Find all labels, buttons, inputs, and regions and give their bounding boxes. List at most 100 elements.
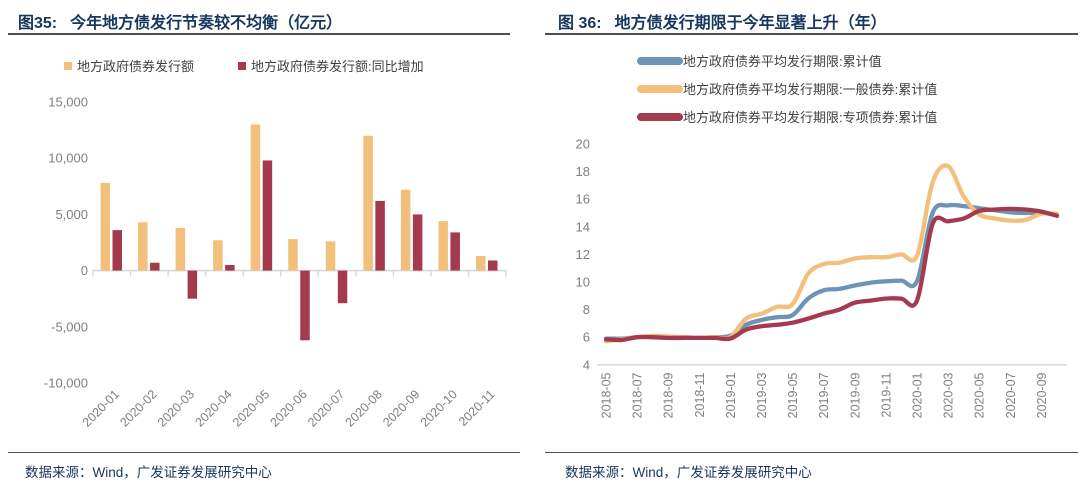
y-axis-label: 20 xyxy=(576,137,590,152)
x-axis-label: 2018-09 xyxy=(662,372,676,418)
bar-yoy-change xyxy=(225,264,235,271)
y-axis-label: 4 xyxy=(583,357,590,372)
bar-yoy-change xyxy=(150,262,160,271)
series-line-special-bonds xyxy=(603,206,1060,343)
bar-yoy-change xyxy=(300,270,310,341)
bar-issuance xyxy=(325,241,336,271)
x-axis-label: 2020-01 xyxy=(911,372,925,418)
figure-35-panel: 图35: 今年地方债发行节奏较不均衡（亿元） 地方政府债券发行额 地方政府债券发行额… xyxy=(8,9,520,480)
y-axis-label: 14 xyxy=(576,219,590,234)
source-divider xyxy=(8,452,520,453)
legend-label: 地方政府债券平均发行期限:一般债券:累计值 xyxy=(683,82,938,97)
bar-issuance xyxy=(138,222,148,271)
x-axis-label: 2020-09 xyxy=(1035,372,1049,418)
y-axis-label: -5,000 xyxy=(51,319,88,334)
x-axis-label: 2019-11 xyxy=(879,372,893,417)
bar-yoy-change xyxy=(187,270,198,299)
figure-36-panel: 图 36: 地方债发行期限于今年显著上升（年） 地方政府债券平均发行期限:累计值地… xyxy=(540,0,1080,490)
figure-35-label: 图35: xyxy=(18,15,58,32)
bar-yoy-change xyxy=(450,232,460,271)
y-axis-label: 0 xyxy=(81,263,88,278)
y-axis-label: 10 xyxy=(576,275,590,290)
legend-square-swatch xyxy=(64,61,72,70)
bar-chart-svg: 15,00010,0005,0000-5,000-10,0002020-0120… xyxy=(44,95,507,430)
bar-yoy-change xyxy=(375,200,385,271)
title-divider xyxy=(8,33,510,35)
y-axis-label: -10,000 xyxy=(44,376,88,391)
legend-item: 地方政府债券平均发行期限:累计值 xyxy=(637,51,937,70)
x-axis-label: 2018-07 xyxy=(631,372,645,418)
legend-label: 地方政府债券平均发行期限:累计值 xyxy=(683,54,882,69)
bar-issuance xyxy=(175,227,186,271)
x-axis-label: 2020-09 xyxy=(380,387,422,429)
bar-issuance xyxy=(100,182,110,271)
x-axis-label: 2019-03 xyxy=(755,372,769,418)
y-axis-label: 5,000 xyxy=(55,207,88,222)
bar-yoy-change xyxy=(112,230,122,271)
bar-yoy-change xyxy=(412,214,423,271)
legend-label: 地方政府债券平均发行期限:专项债券:累计值 xyxy=(683,110,938,125)
x-axis-label: 2020-04 xyxy=(192,387,234,429)
y-axis-label: 6 xyxy=(583,330,590,345)
x-axis-label: 2020-10 xyxy=(418,387,460,429)
title-divider xyxy=(545,33,1078,35)
bar-issuance xyxy=(438,221,448,271)
y-axis-label: 8 xyxy=(583,302,590,317)
y-axis-label: 15,000 xyxy=(48,95,88,110)
y-axis-label: 18 xyxy=(576,164,590,179)
bar-yoy-change xyxy=(262,160,273,271)
legend-square-swatch xyxy=(238,61,247,70)
series-line-cumulative xyxy=(603,202,1060,341)
figure-36-title-text: 地方债发行期限于今年显著上升（年） xyxy=(614,15,887,32)
x-axis-label: 2019-01 xyxy=(724,372,738,418)
x-axis-label: 2020-05 xyxy=(973,372,987,418)
legend-line-swatch xyxy=(637,112,683,121)
legend-label: 地方政府债券发行额 xyxy=(77,59,195,74)
x-axis-label: 2020-03 xyxy=(942,372,956,418)
bar-yoy-change xyxy=(337,270,348,304)
y-axis-label: 12 xyxy=(576,247,590,262)
x-axis-label: 2020-08 xyxy=(343,387,385,429)
y-axis-label: 16 xyxy=(576,192,590,207)
bar-issuance xyxy=(250,124,261,271)
legend-item: 地方政府债券发行额:同比增加 xyxy=(238,56,424,75)
x-axis-label: 2020-03 xyxy=(155,387,197,429)
y-axis-label: 10,000 xyxy=(48,151,88,166)
figure-36-title: 图 36: 地方债发行期限于今年显著上升（年） xyxy=(558,9,887,33)
figure-35-title-text: 今年地方债发行节奏较不均衡（亿元） xyxy=(70,15,343,32)
figure-35-title: 图35: 今年地方债发行节奏较不均衡（亿元） xyxy=(18,9,342,33)
x-axis-label: 2019-09 xyxy=(848,372,862,418)
legend-line-swatch xyxy=(637,84,683,93)
data-source-note: 数据来源：Wind，广发证券发展研究中心 xyxy=(565,465,812,480)
figure-36-label: 图 36: xyxy=(558,15,602,32)
x-axis-label: 2019-07 xyxy=(817,372,831,418)
series-line-general-bonds xyxy=(603,163,1060,344)
legend-item: 地方政府债券发行额 xyxy=(64,56,194,75)
bar-issuance xyxy=(476,255,486,271)
x-axis-label: 2018-05 xyxy=(600,372,614,418)
x-axis-label: 2020-05 xyxy=(230,387,272,429)
bar-issuance xyxy=(288,239,298,271)
bar-yoy-change xyxy=(488,260,498,271)
x-axis-label: 2020-01 xyxy=(80,387,122,429)
x-axis-label: 2020-06 xyxy=(268,387,310,429)
x-axis-label: 2020-11 xyxy=(456,387,498,429)
line-chart-legend: 地方政府债券平均发行期限:累计值地方政府债券平均发行期限:一般债券:累计值 地方政… xyxy=(637,51,937,126)
legend-item: 地方政府债券平均发行期限:一般债券:累计值 xyxy=(637,79,937,98)
x-axis-label: 2020-07 xyxy=(305,387,347,429)
data-source-note: 数据来源：Wind，广发证券发展研究中心 xyxy=(25,465,272,480)
x-axis-label: 2018-11 xyxy=(693,372,707,417)
line-chart-svg: 20 18 16 14 12 10 8 6 4 2018-05 2018-07 2018-09 2018… xyxy=(576,137,1067,418)
x-axis-label: 2020-07 xyxy=(1004,372,1018,418)
bar-chart-legend: 地方政府债券发行额 地方政府债券发行额:同比增加 xyxy=(64,56,424,75)
x-axis-label: 2020-02 xyxy=(117,387,159,429)
bar-issuance xyxy=(213,240,223,271)
source-divider xyxy=(545,452,1078,453)
bar-issuance xyxy=(400,189,411,271)
legend-line-swatch xyxy=(637,56,683,65)
legend-item: 地方政府债券平均发行期限:专项债券:累计值 xyxy=(637,107,937,126)
legend-label: 地方政府债券发行额:同比增加 xyxy=(251,59,424,74)
bar-issuance xyxy=(363,135,373,271)
x-axis-label: 2019-05 xyxy=(786,372,800,418)
